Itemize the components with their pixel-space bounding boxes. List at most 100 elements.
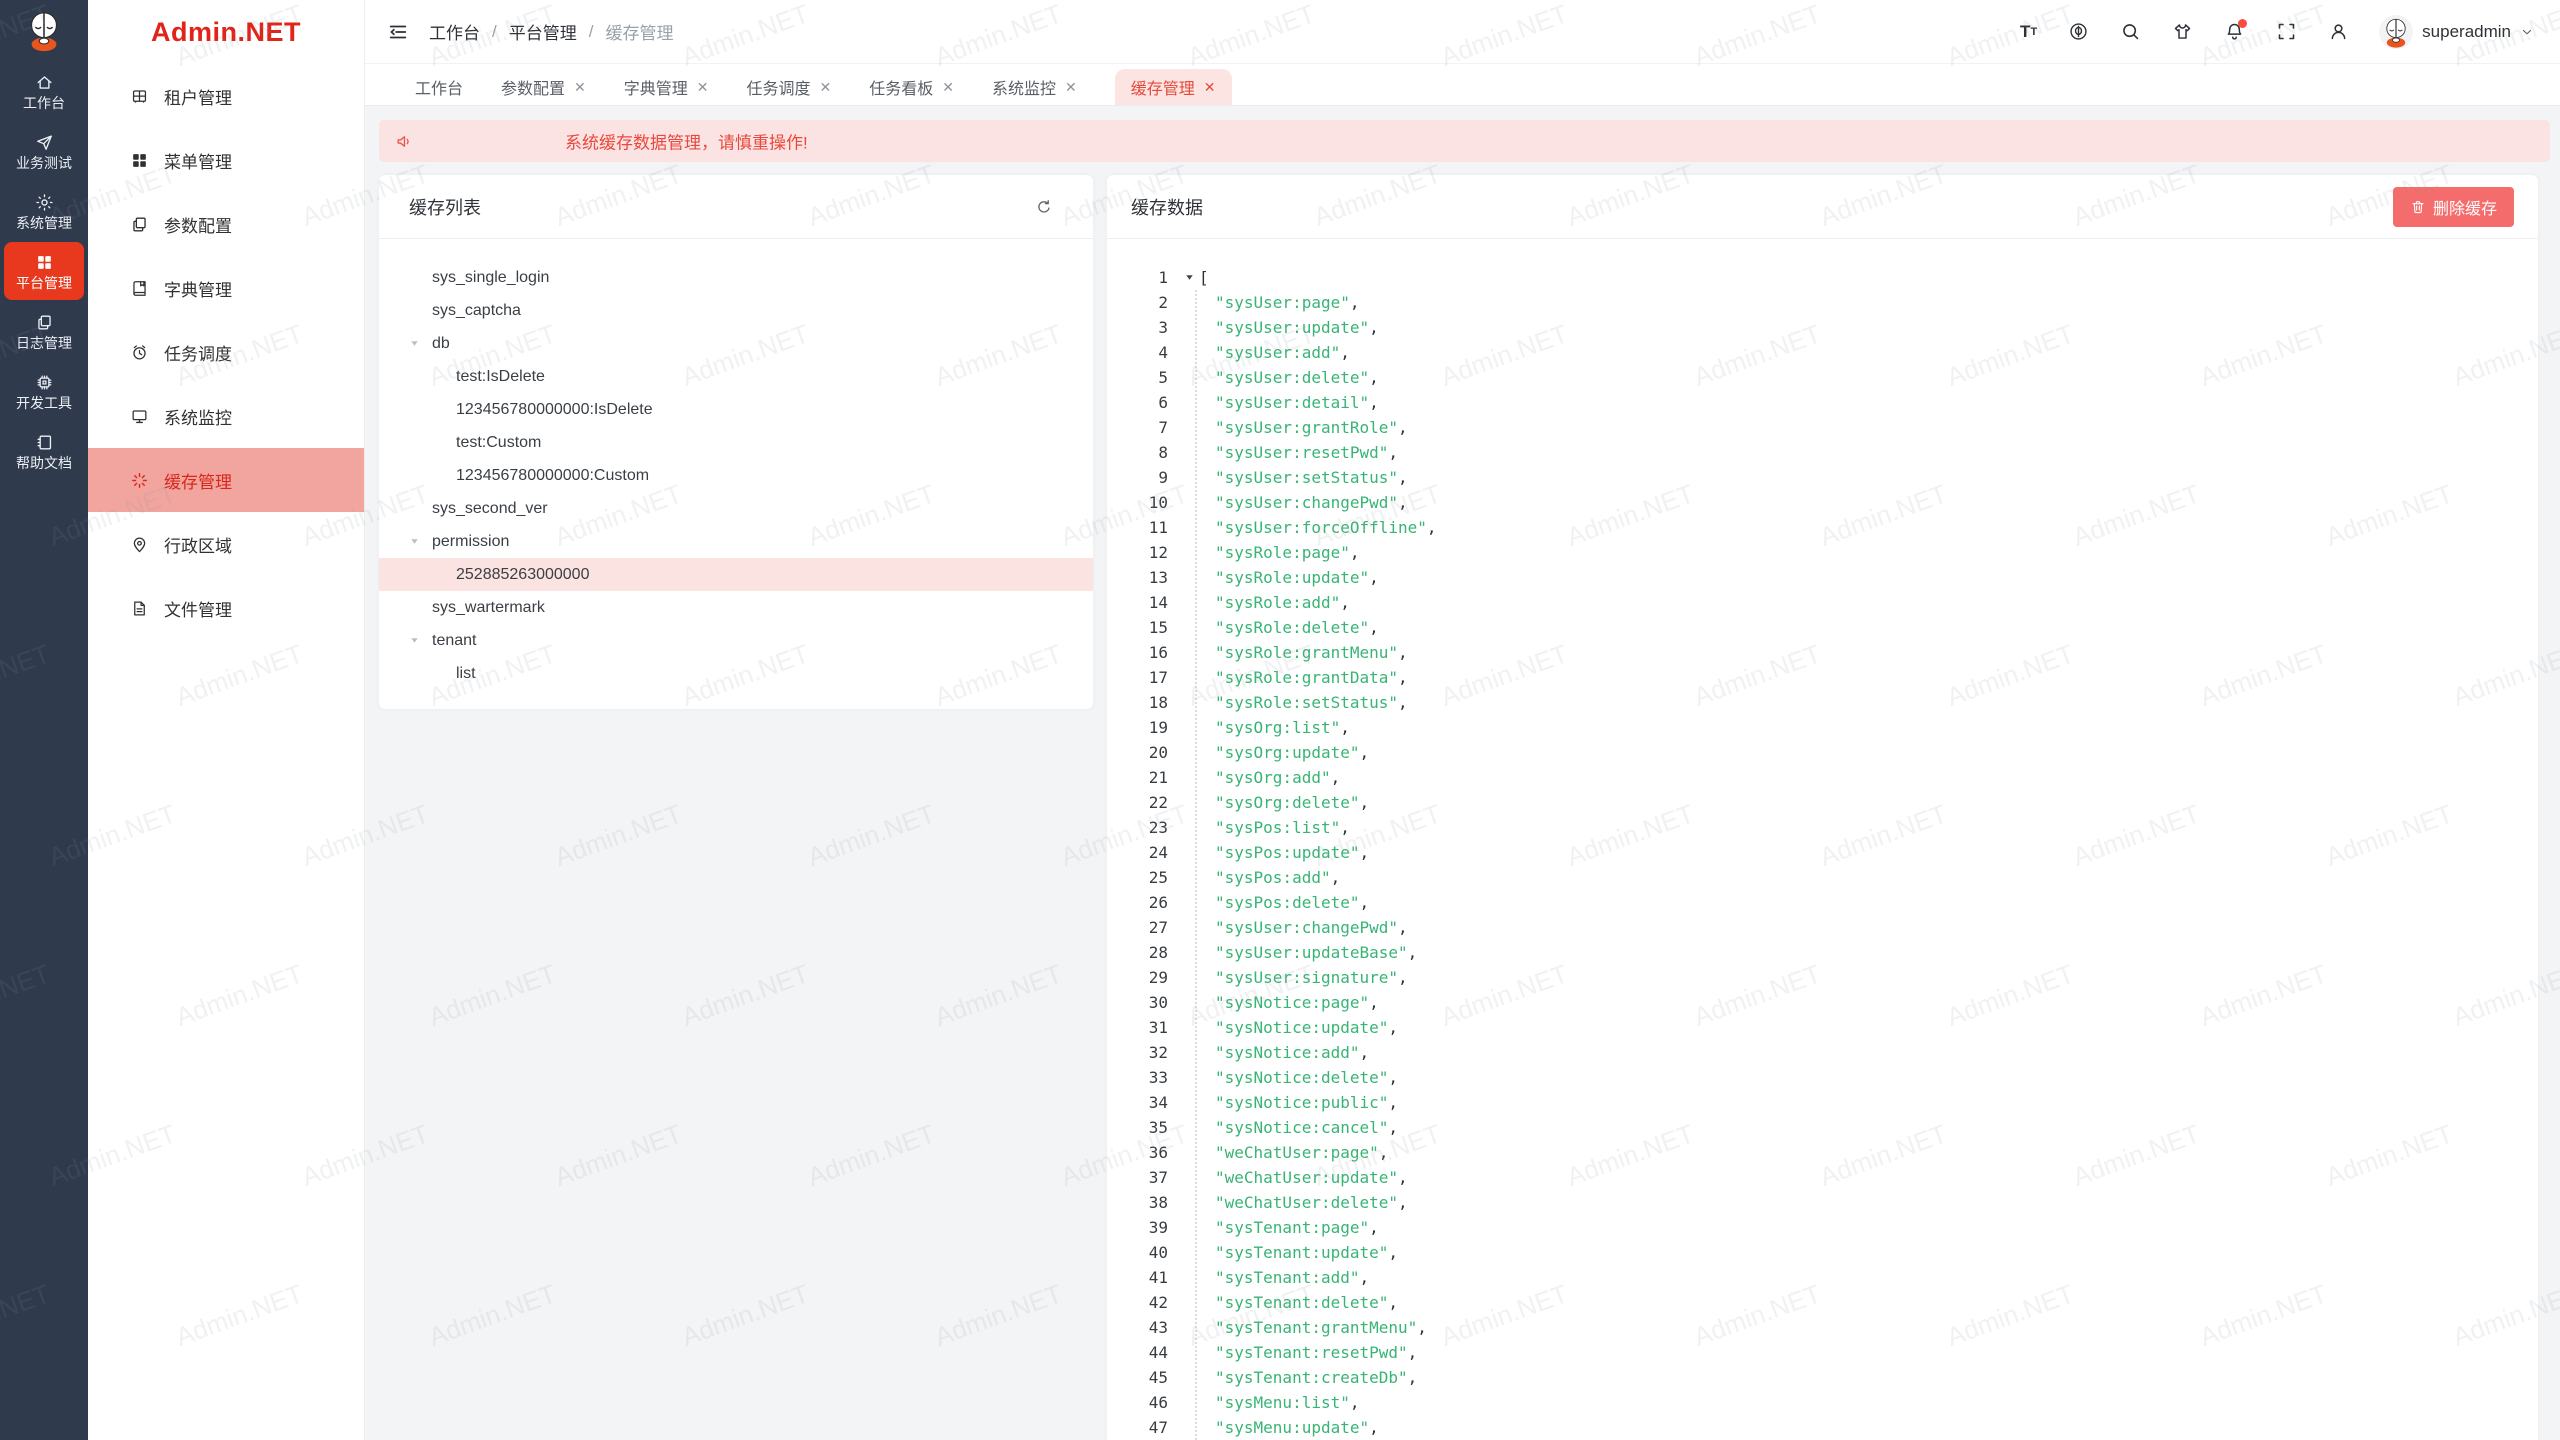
user-icon[interactable] [2327, 21, 2349, 43]
sidebar-item-工作台[interactable]: 工作台 [4, 62, 84, 120]
menu-item-文件管理[interactable]: 文件管理 [88, 576, 364, 640]
tree-node[interactable]: test:IsDelete [379, 360, 1093, 393]
line-number: 10 [1148, 493, 1168, 512]
notification-icon[interactable] [2223, 18, 2248, 43]
menu-item-系统监控[interactable]: 系统监控 [88, 384, 364, 448]
menu-item-行政区域[interactable]: 行政区域 [88, 512, 364, 576]
tree-node[interactable]: db [379, 327, 1093, 360]
line-number: 38 [1148, 1193, 1168, 1212]
line-number: 32 [1148, 1043, 1168, 1062]
tree-node[interactable]: test:Custom [379, 426, 1093, 459]
close-icon[interactable]: ✕ [1065, 79, 1077, 95]
tree-node[interactable]: sys_single_login [379, 261, 1093, 294]
search-icon[interactable] [2119, 21, 2141, 43]
menu-item-参数配置[interactable]: 参数配置 [88, 192, 364, 256]
menu-item-label: 文件管理 [164, 600, 232, 620]
line-number: 16 [1148, 643, 1168, 662]
user-menu[interactable]: superadmin [2379, 14, 2534, 49]
tab-label: 缓存管理 [1130, 81, 1195, 98]
menu-item-缓存管理[interactable]: 缓存管理 [88, 448, 364, 512]
line-number: 7 [1158, 418, 1168, 437]
sidebar-item-平台管理[interactable]: 平台管理 [4, 242, 84, 300]
breadcrumb-item[interactable]: 平台管理 [508, 24, 577, 43]
json-string: "sysNotice:cancel" [1215, 1118, 1389, 1137]
json-string: "sysNotice:public" [1215, 1093, 1389, 1112]
tree-node[interactable]: sys_wartermark [379, 591, 1093, 624]
caret-down-icon[interactable] [409, 635, 420, 646]
close-icon[interactable]: ✕ [696, 79, 709, 95]
collapse-menu-icon[interactable] [387, 21, 409, 43]
secondary-sidebar: Admin.NET 租户管理 菜单管理 参数配置 字典管理 任务调度 系统监控 … [88, 0, 365, 1440]
tab-字典管理[interactable]: 字典管理 ✕ [624, 69, 709, 105]
tab-label: 系统监控 [992, 81, 1057, 98]
close-icon[interactable]: ✕ [819, 79, 832, 95]
line-number: 13 [1148, 568, 1168, 587]
json-string: "sysRole:grantMenu" [1215, 643, 1399, 662]
json-line: 29 "sysUser:signature", [1107, 965, 2538, 990]
json-string: "sysTenant:add" [1215, 1268, 1360, 1287]
line-number: 23 [1148, 818, 1168, 837]
json-line: 23 "sysPos:list", [1107, 815, 2538, 840]
menu-item-菜单管理[interactable]: 菜单管理 [88, 128, 364, 192]
line-number: 33 [1148, 1068, 1168, 1087]
delete-cache-button[interactable]: 删除缓存 [2392, 186, 2514, 227]
line-number: 47 [1148, 1418, 1168, 1437]
tree-node[interactable]: 123456780000000:IsDelete [379, 393, 1093, 426]
caret-down-icon[interactable] [409, 338, 420, 349]
tab-缓存管理[interactable]: 缓存管理 ✕ [1114, 69, 1232, 105]
close-icon[interactable]: ✕ [1203, 79, 1216, 95]
caret-down-icon[interactable] [1184, 272, 1195, 283]
line-number: 15 [1148, 618, 1168, 637]
tree-node[interactable]: list [379, 657, 1093, 690]
theme-icon[interactable] [2171, 21, 2193, 43]
tab-参数配置[interactable]: 参数配置 ✕ [501, 69, 586, 105]
tree-node[interactable]: sys_captcha [379, 294, 1093, 327]
json-line: 32 "sysNotice:add", [1107, 1040, 2538, 1065]
fullscreen-icon[interactable] [2275, 21, 2297, 43]
tab-label: 任务调度 [746, 81, 811, 98]
primary-sidebar: 工作台 业务测试 系统管理 平台管理 日志管理 开发工具 帮助文档 [0, 0, 88, 1440]
notification-badge [2238, 18, 2248, 28]
tree-node[interactable]: 123456780000000:Custom [379, 459, 1093, 492]
refresh-icon[interactable] [1035, 198, 1053, 216]
tree-node[interactable]: sys_second_ver [379, 492, 1093, 525]
json-string: "sysUser:page" [1215, 293, 1350, 312]
json-line: 27 "sysUser:changePwd", [1107, 915, 2538, 940]
json-line: 33 "sysNotice:delete", [1107, 1065, 2538, 1090]
json-line: 47 "sysMenu:update", [1107, 1415, 2538, 1440]
tab-任务看板[interactable]: 任务看板 ✕ [869, 69, 954, 105]
line-number: 19 [1148, 718, 1168, 737]
line-number: 28 [1148, 943, 1168, 962]
sidebar-item-系统管理[interactable]: 系统管理 [4, 182, 84, 240]
tab-工作台[interactable]: 工作台 [415, 69, 463, 105]
tree-node[interactable]: 252885263000000 [379, 558, 1093, 591]
docs-icon [130, 215, 149, 234]
indent-guide [1195, 290, 1197, 1440]
close-icon[interactable]: ✕ [942, 79, 955, 95]
json-line: 38 "weChatUser:delete", [1107, 1190, 2538, 1215]
menu-item-字典管理[interactable]: 字典管理 [88, 256, 364, 320]
sidebar-item-开发工具[interactable]: 开发工具 [4, 362, 84, 420]
tree-node[interactable]: permission [379, 525, 1093, 558]
menu-item-任务调度[interactable]: 任务调度 [88, 320, 364, 384]
sidebar-item-业务测试[interactable]: 业务测试 [4, 122, 84, 180]
locale-icon[interactable] [2067, 21, 2089, 43]
line-number: 24 [1148, 843, 1168, 862]
close-icon[interactable]: ✕ [574, 79, 586, 95]
menu-item-label: 租户管理 [164, 88, 232, 108]
json-line: 12 "sysRole:page", [1107, 540, 2538, 565]
tab-任务调度[interactable]: 任务调度 ✕ [747, 69, 832, 105]
tree-node-label: list [456, 664, 476, 682]
breadcrumb-item[interactable]: 工作台 [429, 24, 480, 43]
menu-item-租户管理[interactable]: 租户管理 [88, 64, 364, 128]
topbar-left: 工作台 / 平台管理 / 缓存管理 [387, 19, 673, 44]
content-area: 系统缓存数据管理，请慎重操作! 缓存列表 sys_single_login sy… [365, 106, 2560, 1440]
cache-list-title: 缓存列表 [409, 197, 481, 218]
tab-系统监控[interactable]: 系统监控 ✕ [992, 69, 1077, 105]
tree-node[interactable]: tenant [379, 624, 1093, 657]
sidebar-item-日志管理[interactable]: 日志管理 [4, 302, 84, 360]
sidebar-item-帮助文档[interactable]: 帮助文档 [4, 422, 84, 480]
caret-down-icon[interactable] [409, 536, 420, 547]
json-string: "sysUser:signature" [1215, 968, 1399, 987]
